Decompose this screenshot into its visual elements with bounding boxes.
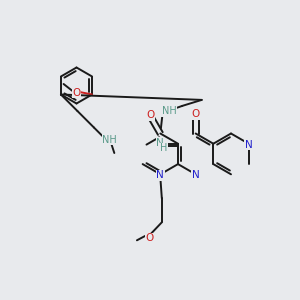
Text: O: O (147, 110, 155, 120)
Text: N: N (157, 170, 164, 180)
Text: O: O (72, 88, 80, 98)
Text: N: N (245, 140, 253, 150)
Text: N: N (156, 138, 164, 148)
Text: NH: NH (102, 135, 117, 145)
Text: O: O (146, 233, 154, 243)
Text: H: H (160, 143, 167, 153)
Text: NH: NH (162, 106, 177, 116)
Text: N: N (192, 170, 200, 180)
Text: O: O (191, 110, 200, 119)
